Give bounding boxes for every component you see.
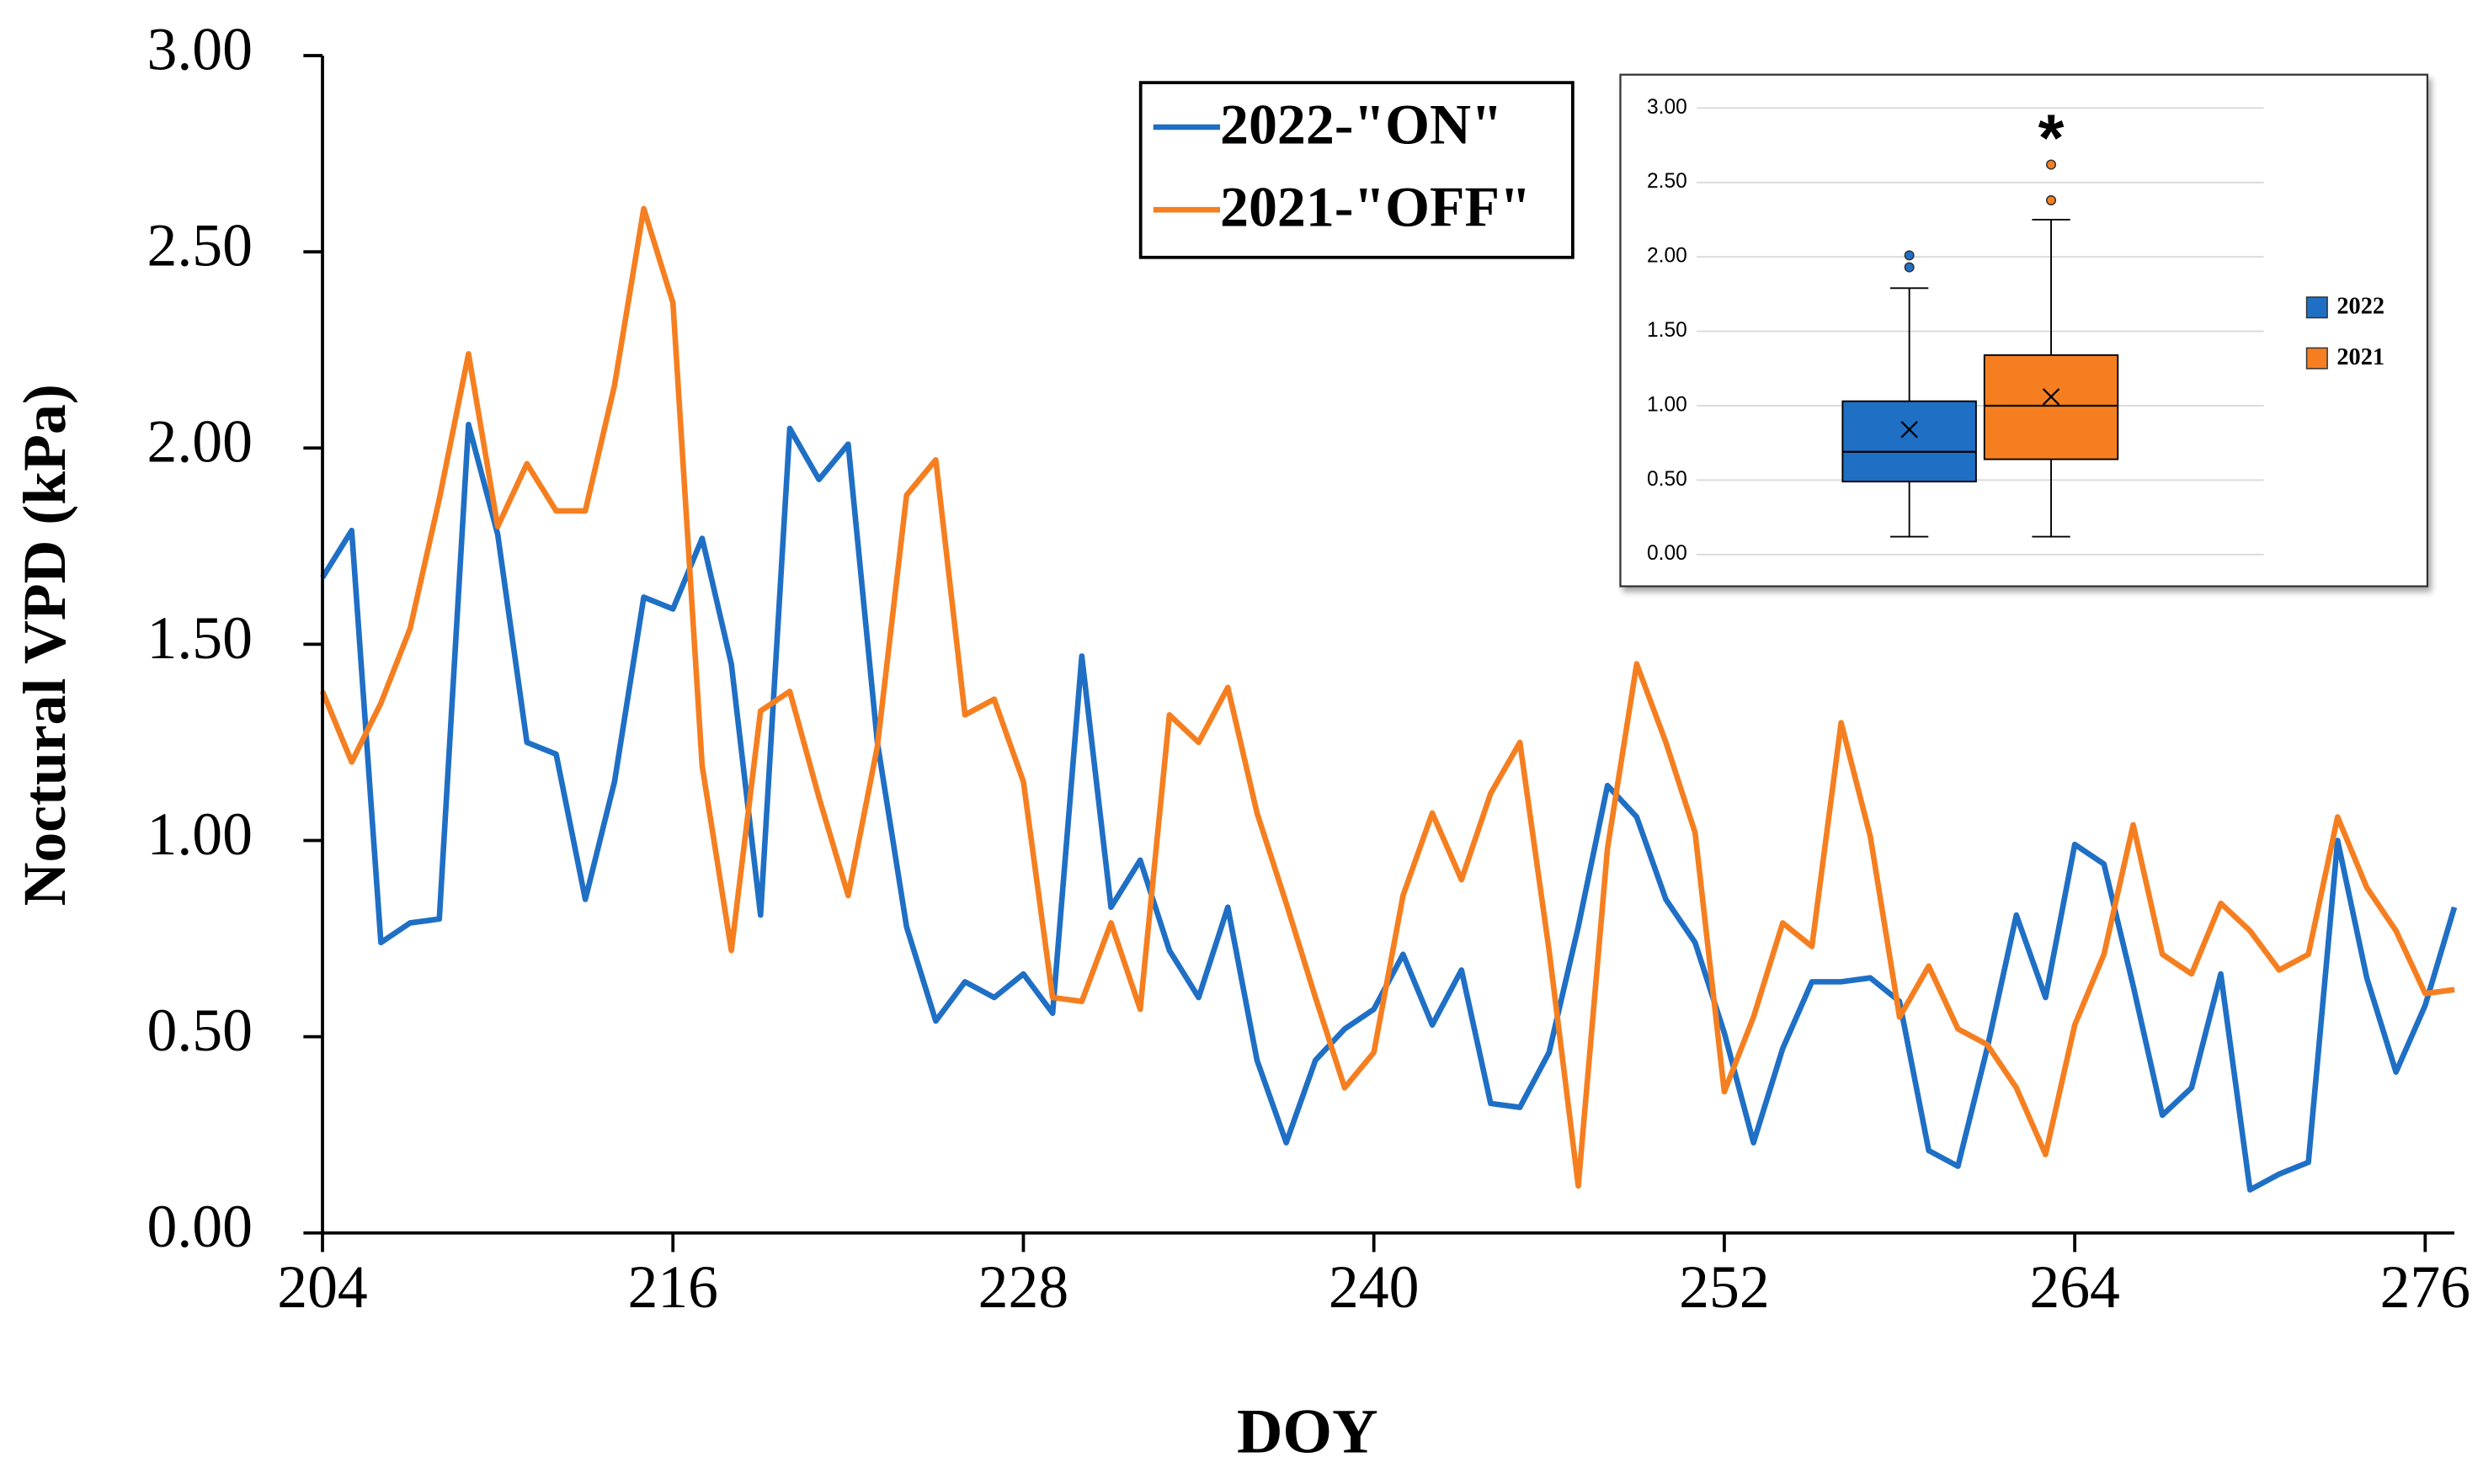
y-tick-label: 2.00 (147, 408, 253, 476)
outlier (1904, 262, 1915, 273)
box (1983, 354, 2119, 460)
outlier (2046, 159, 2057, 170)
outlier (2046, 194, 2057, 206)
y-tick-label: 0.00 (147, 1193, 253, 1260)
y-tick-label: 0.50 (147, 997, 253, 1064)
y-tick-label: 2.50 (1647, 170, 1687, 193)
y-axis-label: Noctural VPD (kPa) (11, 384, 78, 906)
legend-label: 2021-"OFF" (1220, 175, 1532, 239)
x-tick-label: 276 (2380, 1253, 2471, 1321)
x-tick-label: 240 (1329, 1253, 1420, 1321)
legend-label: 2022-"ON" (1220, 92, 1503, 156)
significance-annotation: * (2038, 100, 2065, 175)
y-tick-label: 0.00 (1647, 542, 1687, 565)
legend-box (1138, 81, 1575, 259)
y-tick-label: 1.00 (147, 801, 253, 868)
y-tick-label: 0.50 (1647, 468, 1687, 491)
outlier (1904, 250, 1915, 261)
legend-swatch (2305, 296, 2328, 319)
series-line (319, 205, 2455, 1189)
y-tick-label: 2.00 (1647, 245, 1687, 268)
y-tick-label: 1.50 (1647, 319, 1687, 342)
legend-label: 2022 (2336, 294, 2384, 320)
y-tick-label: 1.00 (1647, 393, 1687, 416)
box (1841, 400, 1977, 483)
mean-marker (1900, 421, 1918, 439)
x-tick-label: 252 (1679, 1253, 1770, 1321)
x-tick-label: 216 (627, 1253, 718, 1321)
legend-swatch (2305, 347, 2328, 370)
x-axis-label: DOY (1237, 1397, 1378, 1467)
y-tick-label: 3.00 (1647, 96, 1687, 119)
y-tick-label: 2.50 (147, 212, 253, 279)
x-tick-label: 228 (978, 1253, 1069, 1321)
legend-label: 2021 (2336, 344, 2384, 370)
x-tick-label: 204 (277, 1253, 368, 1321)
x-tick-label: 264 (2029, 1253, 2120, 1321)
y-tick-label: 3.00 (147, 16, 253, 83)
y-tick-label: 1.50 (147, 604, 253, 672)
mean-marker (2042, 388, 2060, 406)
